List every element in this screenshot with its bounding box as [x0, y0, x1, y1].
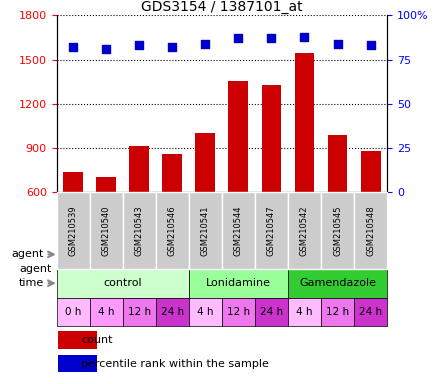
FancyBboxPatch shape: [155, 192, 188, 269]
Text: GSM210545: GSM210545: [332, 205, 341, 256]
FancyBboxPatch shape: [188, 269, 287, 298]
Text: control: control: [103, 278, 141, 288]
FancyBboxPatch shape: [188, 298, 221, 326]
FancyBboxPatch shape: [155, 298, 188, 326]
Text: 0 h: 0 h: [65, 307, 81, 317]
Text: GSM210546: GSM210546: [168, 205, 176, 256]
Point: [102, 46, 109, 52]
Text: Lonidamine: Lonidamine: [205, 278, 270, 288]
Text: GSM210548: GSM210548: [365, 205, 374, 256]
FancyBboxPatch shape: [56, 269, 188, 298]
Bar: [327, 135, 347, 192]
Bar: [360, 151, 380, 192]
FancyBboxPatch shape: [122, 298, 155, 326]
Text: percentile rank within the sample: percentile rank within the sample: [81, 359, 268, 369]
Bar: [162, 154, 182, 192]
FancyBboxPatch shape: [188, 192, 221, 269]
Bar: [58, 355, 97, 372]
FancyBboxPatch shape: [287, 298, 320, 326]
Point: [234, 35, 241, 41]
Point: [168, 44, 175, 50]
Bar: [294, 53, 314, 192]
Point: [366, 42, 373, 48]
FancyBboxPatch shape: [221, 298, 254, 326]
FancyBboxPatch shape: [287, 269, 386, 298]
Text: GSM210539: GSM210539: [69, 205, 77, 256]
Text: 4 h: 4 h: [98, 307, 114, 317]
Text: agent: agent: [20, 264, 52, 274]
FancyBboxPatch shape: [56, 298, 89, 326]
FancyBboxPatch shape: [254, 298, 287, 326]
Text: 12 h: 12 h: [127, 307, 151, 317]
Text: GSM210544: GSM210544: [233, 205, 242, 256]
Text: agent: agent: [11, 249, 43, 260]
FancyBboxPatch shape: [353, 192, 386, 269]
Text: 12 h: 12 h: [226, 307, 250, 317]
Text: GSM210541: GSM210541: [201, 205, 209, 256]
Text: time: time: [18, 278, 43, 288]
Text: 12 h: 12 h: [325, 307, 349, 317]
Text: GSM210540: GSM210540: [102, 205, 110, 256]
Text: 24 h: 24 h: [358, 307, 381, 317]
FancyBboxPatch shape: [89, 192, 122, 269]
Bar: [129, 146, 149, 192]
FancyBboxPatch shape: [221, 192, 254, 269]
FancyBboxPatch shape: [56, 192, 89, 269]
Point: [135, 42, 142, 48]
Point: [333, 41, 340, 47]
Title: GDS3154 / 1387101_at: GDS3154 / 1387101_at: [141, 0, 302, 14]
Text: count: count: [81, 335, 112, 345]
FancyBboxPatch shape: [320, 192, 353, 269]
Bar: [96, 177, 116, 192]
FancyBboxPatch shape: [89, 298, 122, 326]
Text: 4 h: 4 h: [197, 307, 213, 317]
Text: 4 h: 4 h: [296, 307, 312, 317]
Point: [69, 44, 76, 50]
FancyBboxPatch shape: [287, 192, 320, 269]
Bar: [228, 81, 248, 192]
FancyBboxPatch shape: [122, 192, 155, 269]
Text: Gamendazole: Gamendazole: [298, 278, 375, 288]
Point: [267, 35, 274, 41]
FancyBboxPatch shape: [254, 192, 287, 269]
Text: 24 h: 24 h: [160, 307, 184, 317]
Point: [201, 41, 208, 47]
Point: [300, 33, 307, 40]
Text: GSM210547: GSM210547: [266, 205, 275, 256]
Bar: [195, 133, 215, 192]
Bar: [261, 84, 281, 192]
FancyBboxPatch shape: [320, 298, 353, 326]
FancyBboxPatch shape: [353, 298, 386, 326]
Text: GSM210543: GSM210543: [135, 205, 143, 256]
Text: GSM210542: GSM210542: [299, 205, 308, 256]
Bar: [63, 172, 83, 192]
Bar: [58, 331, 97, 349]
Text: 24 h: 24 h: [259, 307, 283, 317]
